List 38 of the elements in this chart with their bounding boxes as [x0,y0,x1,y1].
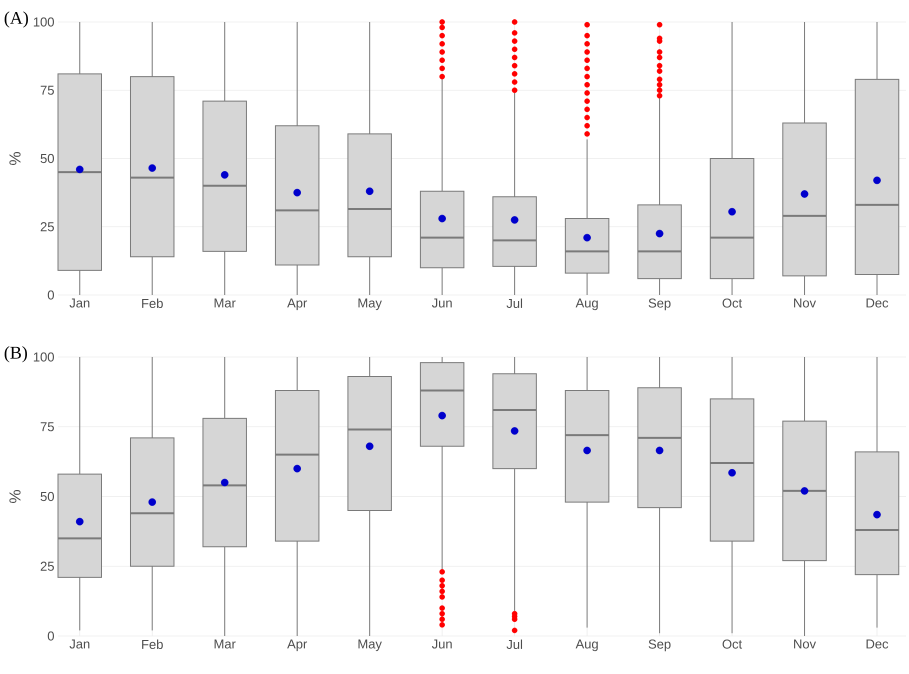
x-tick-label: Sep [648,298,671,310]
x-tick-label: Jun [432,298,452,308]
x-tick-label: Sep [648,640,671,652]
y-axis-title: % [9,152,21,166]
x-tick-label: Jul [506,298,522,308]
y-tick-label: 100 [34,352,54,362]
x-tick-label: Oct [722,640,742,649]
x-tick-label: Aug [576,640,598,652]
x-tick-label: Apr [287,640,308,652]
y-tick-label: 50 [40,154,54,164]
x-tick-label: Nov [794,640,816,649]
x-tick-label: Dec [866,640,888,649]
x-tick-label: Oct [722,298,742,308]
x-tick-label: Feb [142,298,163,308]
x-tick-label: Aug [576,298,598,310]
y-tick-label: 25 [40,222,54,232]
x-tick-label: Mar [214,298,236,308]
y-axis-title: % [9,490,21,504]
x-tick-label: Mar [214,640,236,649]
x-tick-label: Jul [506,640,522,650]
y-tick-label: 75 [40,86,54,95]
y-tick-label: 0 [48,631,54,641]
x-tick-label: Nov [794,298,816,308]
y-tick-label: 75 [40,422,54,432]
y-tick-label: 50 [40,492,54,502]
x-tick-label: Jan [70,640,90,649]
x-tick-label: May [358,640,382,652]
chart-title: (B) [4,346,27,362]
y-tick-label: 100 [34,17,54,27]
x-tick-label: Apr [287,298,308,310]
x-tick-label: Jun [432,640,452,649]
x-tick-label: Dec [866,298,888,308]
x-tick-label: Feb [142,640,163,650]
chart-title: (A) [4,11,28,28]
y-tick-label: 25 [40,562,54,571]
y-tick-label: 0 [48,290,54,300]
x-tick-label: May [358,298,382,310]
x-tick-label: Jan [70,298,90,308]
